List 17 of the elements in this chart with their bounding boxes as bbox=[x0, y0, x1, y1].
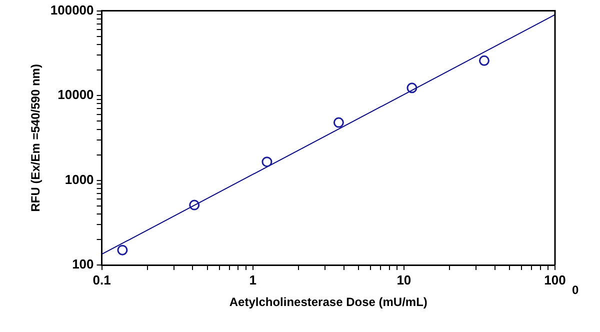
text: 0 bbox=[572, 283, 579, 297]
y-tick-label: 10000 bbox=[58, 87, 94, 102]
y-axis-title: RFU (Ex/Em =540/590 nm) bbox=[28, 64, 43, 212]
point bbox=[333, 117, 344, 128]
point bbox=[406, 82, 418, 94]
point bbox=[189, 200, 200, 210]
x-tick-label: 0.1 bbox=[92, 272, 111, 288]
y-tick-label: 1000 bbox=[64, 172, 94, 187]
y-tick-label: 100 bbox=[72, 256, 94, 272]
point bbox=[478, 55, 490, 66]
x-tick-label: 1 bbox=[249, 272, 256, 288]
x-axis-title: Aetylcholinesterase Dose (mU/mL) bbox=[229, 295, 428, 310]
point bbox=[117, 244, 128, 256]
point bbox=[262, 156, 272, 168]
y-tick-label: 100000 bbox=[50, 2, 94, 18]
x-tick-label: 100 bbox=[544, 272, 566, 288]
x-tick-label: 10 bbox=[396, 272, 412, 288]
